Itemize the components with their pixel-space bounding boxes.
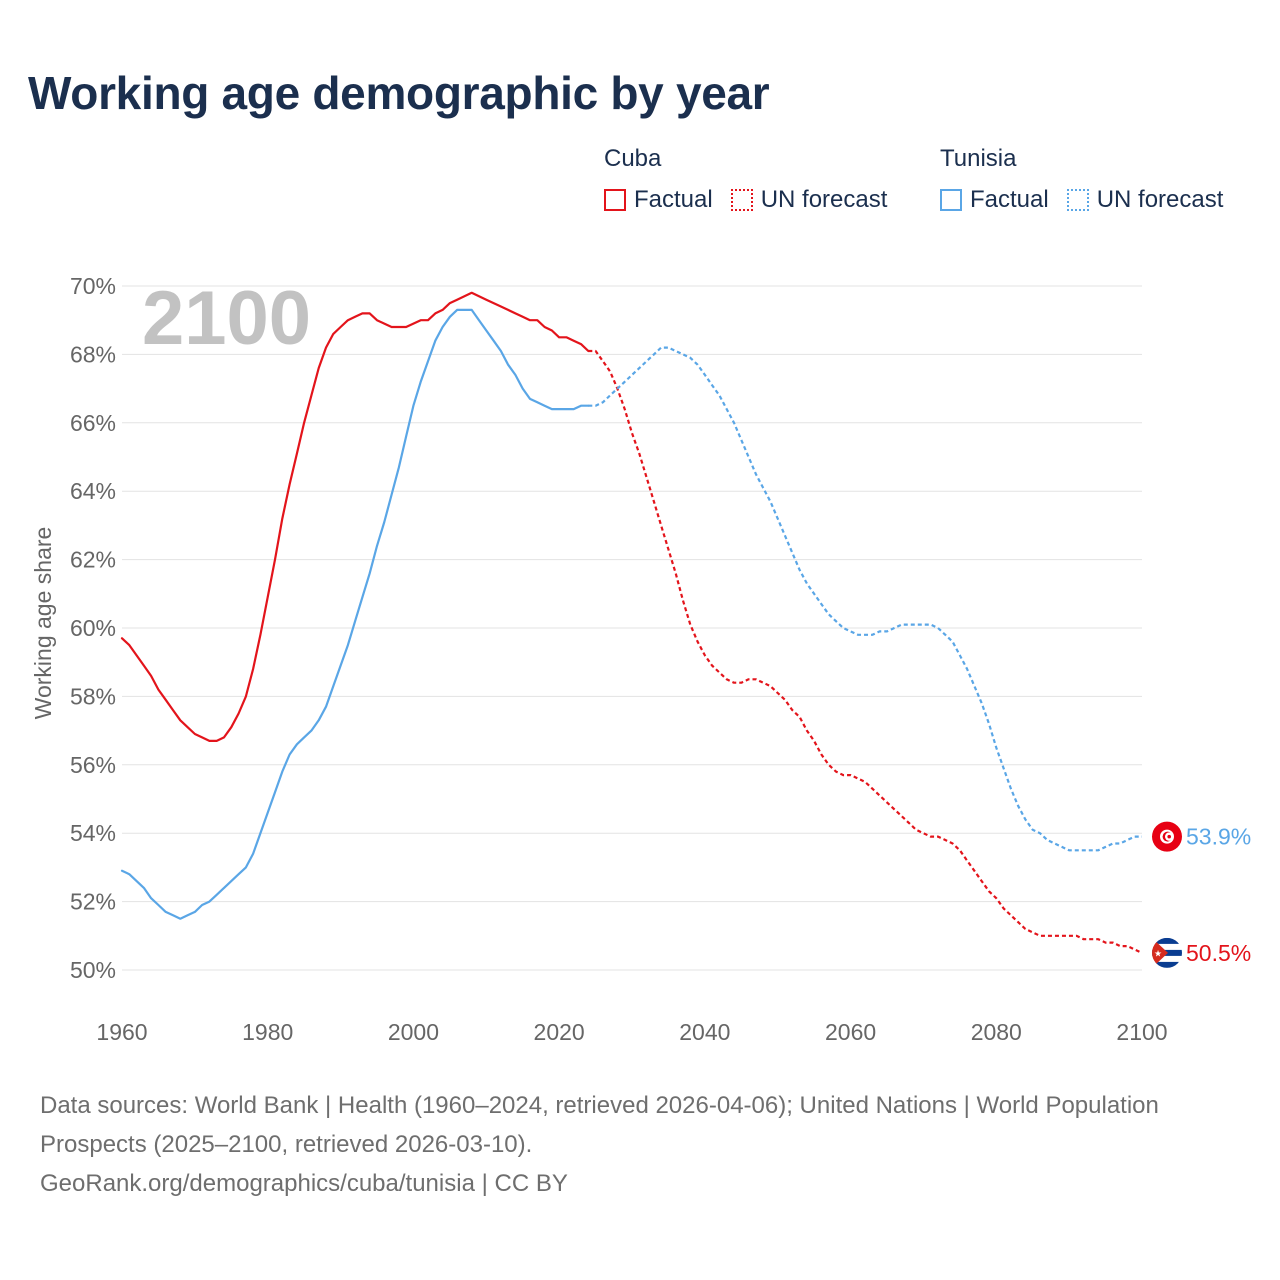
y-tick-label: 64%	[70, 478, 116, 504]
chart-title: Working age demographic by year	[28, 67, 770, 119]
y-tick-label: 68%	[70, 341, 116, 367]
legend-heading-cuba: Cuba	[604, 145, 662, 172]
y-tick-label: 60%	[70, 615, 116, 641]
series-line-cuba-factual[interactable]	[120, 291, 590, 742]
legend-label-tunisia-factual: Factual	[970, 186, 1049, 213]
y-axis-label: Working age share	[30, 527, 56, 720]
legend-item-tunisia-forecast[interactable]: UN forecast	[1066, 186, 1224, 214]
x-tick-label: 2080	[971, 1019, 1022, 1045]
legend-cuba: Cuba Factual UN forecast	[604, 144, 905, 214]
legend-tunisia: Tunisia Factual UN forecast	[940, 144, 1223, 214]
x-axis-ticks: 1960 1980 2000 2020 2040 2060 2080 2100	[96, 1019, 1167, 1045]
y-tick-label: 50%	[70, 957, 116, 983]
grid-lines	[122, 285, 1142, 971]
svg-text:★: ★	[1154, 949, 1162, 959]
y-tick-label: 58%	[70, 683, 116, 709]
x-tick-label: 2060	[825, 1019, 876, 1045]
legend-item-tunisia-factual[interactable]: Factual	[940, 186, 1049, 214]
y-tick-label: 62%	[70, 547, 116, 573]
x-tick-label: 2020	[534, 1019, 585, 1045]
x-tick-label: 1980	[242, 1019, 293, 1045]
line-chart: 2100 50% 52% 54% 56% 58% 60% 62% 64% 66% 68% 70% 1…	[30, 273, 1251, 1045]
y-axis-ticks: 50% 52% 54% 56% 58% 60% 62% 64% 66% 68% 70%	[70, 273, 116, 983]
legend-label-tunisia-forecast: UN forecast	[1096, 186, 1224, 213]
end-value-label-cuba: 50.5%	[1186, 940, 1251, 966]
legend-item-cuba-forecast[interactable]: UN forecast	[730, 186, 888, 214]
series-lines	[120, 291, 1143, 954]
legend-swatch-tunisia-forecast	[1066, 189, 1089, 211]
x-tick-label: 2000	[388, 1019, 439, 1045]
y-tick-label: 52%	[70, 889, 116, 915]
legend-heading-tunisia: Tunisia	[940, 145, 1017, 172]
y-tick-label: 54%	[70, 820, 116, 846]
tunisia-flag-icon	[1152, 821, 1182, 852]
series-line-tunisia-factual[interactable]	[120, 308, 590, 920]
x-tick-label: 2100	[1116, 1019, 1167, 1045]
year-watermark: 2100	[142, 276, 311, 361]
y-tick-label: 70%	[70, 273, 116, 299]
end-value-label-tunisia: 53.9%	[1186, 824, 1251, 850]
legend-label-cuba-forecast: UN forecast	[760, 186, 888, 213]
footer: Data sources: World Bank | Health (1960–…	[40, 1086, 1220, 1203]
legend-item-cuba-factual[interactable]: Factual	[604, 186, 713, 214]
series-line-tunisia-forecast[interactable]	[588, 346, 1142, 852]
x-tick-label: 2040	[679, 1019, 730, 1045]
y-tick-label: 56%	[70, 752, 116, 778]
legend-swatch-cuba-forecast	[730, 189, 753, 211]
x-tick-label: 1960	[96, 1019, 147, 1045]
series-line-cuba-forecast[interactable]	[588, 349, 1143, 954]
footer-sources: Data sources: World Bank | Health (1960–…	[40, 1092, 1159, 1158]
footer-credit[interactable]: GeoRank.org/demographics/cuba/tunisia | …	[40, 1170, 568, 1197]
y-tick-label: 66%	[70, 410, 116, 436]
cuba-flag-icon: ★	[1152, 937, 1182, 968]
legend-label-cuba-factual: Factual	[634, 186, 713, 213]
legend-swatch-tunisia-factual	[940, 189, 962, 211]
legend-swatch-cuba-factual	[604, 189, 626, 211]
end-labels: 53.9% ★ 50.5%	[1152, 821, 1251, 968]
